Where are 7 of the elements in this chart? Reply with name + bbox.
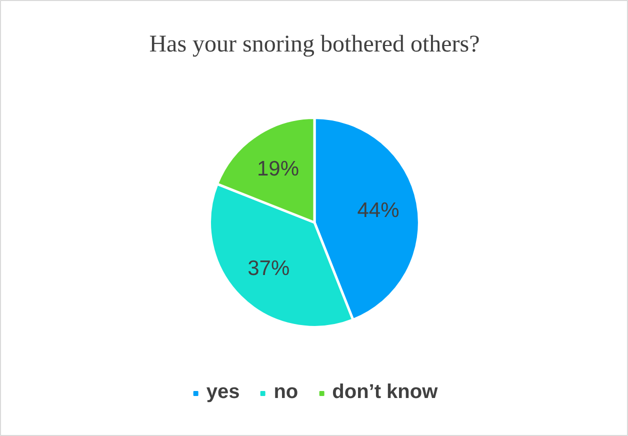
legend-label: don’t know: [332, 381, 438, 404]
data-label: 44%: [357, 198, 400, 222]
legend-label: no: [274, 381, 298, 404]
data-label: 19%: [257, 157, 300, 180]
data-label: 37%: [248, 256, 290, 280]
legend-label: yes: [206, 381, 240, 404]
chart-title: Has your snoring bothered others?: [149, 32, 480, 58]
